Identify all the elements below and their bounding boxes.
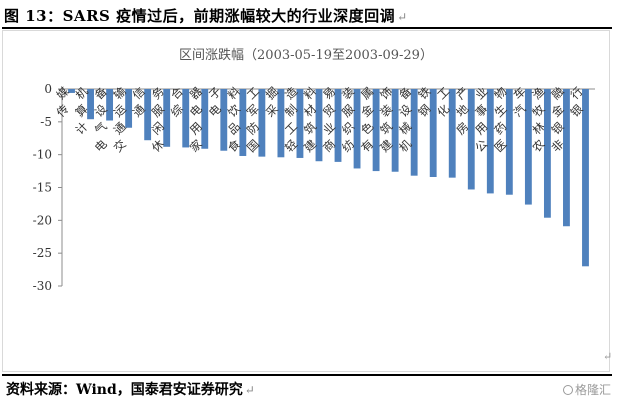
bar: [201, 89, 209, 149]
bar: [524, 89, 532, 205]
y-tick-label: -30: [33, 279, 52, 293]
category-label: 建筑装饰: [351, 84, 422, 155]
source-return-mark: ↵: [244, 383, 255, 397]
bar: [220, 89, 228, 151]
bar: [563, 89, 570, 227]
y-tick-label: -10: [33, 148, 52, 162]
bar: [182, 89, 190, 148]
bar: [277, 89, 285, 158]
bar: [315, 89, 323, 162]
bar: [486, 89, 494, 194]
figure-title: 图 13：SARS 疫情过后，前期涨幅较大的行业深度回调 ↵: [4, 5, 604, 26]
bar: [106, 89, 114, 121]
bar: [582, 89, 589, 267]
bar: [410, 89, 418, 176]
source-rule: [2, 374, 612, 376]
watermark-text: 格隆汇: [574, 383, 611, 397]
y-tick-label: -20: [33, 213, 52, 227]
return-mark-right: ↵: [603, 350, 613, 363]
bar: [391, 89, 399, 172]
bar: [258, 89, 266, 157]
category-label: 电气设备: [65, 84, 136, 155]
watermark-logo-icon: [562, 385, 573, 395]
bar: [163, 89, 171, 147]
source-note: 资料来源：Wind，国泰君安证券研究 ↵: [6, 379, 255, 399]
bar: [125, 89, 133, 128]
bar: [353, 89, 361, 169]
bar: [372, 89, 380, 172]
bar: [144, 89, 152, 141]
bar: [87, 89, 94, 120]
return-mark: ↵: [397, 10, 408, 24]
bar: [467, 89, 475, 190]
y-tick-label: 0: [44, 82, 52, 96]
bar: [543, 89, 551, 218]
y-tick-label: -5: [40, 115, 52, 129]
bar: [296, 89, 304, 158]
bar: [239, 89, 247, 156]
chart-frame: 区间涨跌幅（2003-05-19至2003-09-29） 0 -5 -10 -15 -2…: [2, 30, 610, 372]
bar-chart: 区间涨跌幅（2003-05-19至2003-09-29） 0 -5 -10 -15 -2…: [33, 47, 595, 293]
watermark: 格隆汇: [562, 381, 611, 398]
y-tick-label: -15: [33, 181, 52, 195]
bar: [448, 89, 456, 178]
y-tick-label: -25: [33, 246, 52, 260]
source-text: 资料来源：Wind，国泰君安证券研究: [6, 382, 243, 398]
bar: [429, 89, 437, 177]
title-rule: [2, 27, 612, 29]
bar: [68, 89, 75, 93]
bar: [334, 89, 342, 162]
chart-title: 区间涨跌幅（2003-05-19至2003-09-29）: [179, 47, 433, 63]
figure-title-text: 图 13：SARS 疫情过后，前期涨幅较大的行业深度回调: [4, 7, 396, 25]
bar: [505, 89, 513, 195]
plot-area: 0-5-10-15-20-25-30传媒计算机电气设备交通运输通信休闲服务综合家…: [33, 82, 595, 293]
